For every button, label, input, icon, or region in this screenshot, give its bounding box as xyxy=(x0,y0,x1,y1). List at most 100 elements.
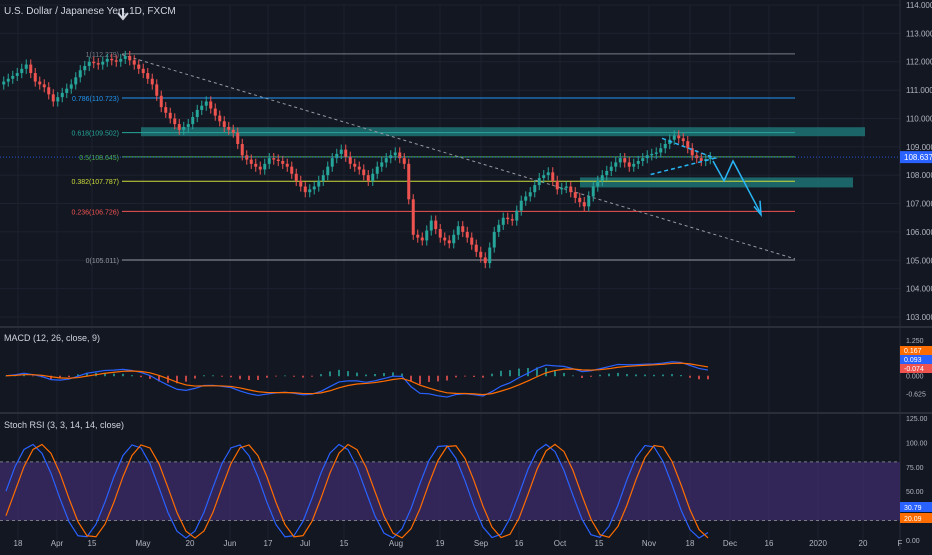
price-axis[interactable]: 114.000 113.000 112.000 111.000 110.000 109.0… xyxy=(900,1,932,322)
stoch-rsi-tick-label: 0.00 xyxy=(906,538,920,545)
macd-histogram-bar xyxy=(698,375,700,380)
macd-histogram-bar xyxy=(455,375,457,378)
candle-body xyxy=(465,231,469,238)
candle-body xyxy=(92,61,96,64)
candle-body xyxy=(492,231,496,248)
macd-histogram-bar xyxy=(644,374,646,377)
support-zone xyxy=(580,177,853,188)
macd-histogram-bar xyxy=(662,374,664,377)
macd-histogram-bar xyxy=(617,372,619,377)
macd-histogram-bar xyxy=(356,372,358,377)
candle-body xyxy=(308,189,312,193)
candle-body xyxy=(236,132,240,144)
candle-body xyxy=(627,162,631,167)
macd-histogram-bar xyxy=(320,374,322,377)
candle-body xyxy=(528,192,532,197)
candle-body xyxy=(645,155,649,159)
candle-body xyxy=(150,78,154,85)
candle-body xyxy=(416,234,420,238)
candle-body xyxy=(326,166,330,176)
candle-body xyxy=(2,81,6,85)
fib-retracement[interactable]: 1(112.279) 0.786(110.723) 0.618(109.502) 0.… xyxy=(72,52,795,265)
macd-histogram-bar xyxy=(68,375,70,377)
candle-body xyxy=(195,109,199,118)
candle-body xyxy=(330,158,334,167)
macd-histogram-bar xyxy=(428,375,430,382)
arrow-head-icon xyxy=(753,200,762,218)
candle-body xyxy=(339,149,343,154)
time-tick-label: Jul xyxy=(300,539,310,548)
time-tick-label: F xyxy=(898,539,903,548)
macd-histogram-bar xyxy=(545,367,547,377)
price-tick-label: 113.000 xyxy=(906,29,932,38)
price-tick-label: 108.000 xyxy=(906,171,932,180)
candle-body xyxy=(276,159,280,161)
macd-value-badge xyxy=(900,346,932,355)
symbol-title: U.S. Dollar / Japanese Yen, 1D, FXCM xyxy=(4,6,176,17)
macd-value-text: -0.074 xyxy=(904,366,924,373)
candle-body xyxy=(618,158,622,163)
macd-value-text: 0.167 xyxy=(904,348,922,355)
candle-body xyxy=(632,163,636,167)
candle-body xyxy=(672,135,676,140)
macd-histogram-bar xyxy=(131,375,133,377)
candle-body xyxy=(132,60,136,65)
candle-body xyxy=(240,143,244,156)
candle-body xyxy=(564,186,568,188)
candle-body xyxy=(60,92,64,98)
candle-body xyxy=(272,158,276,160)
candle-body xyxy=(623,158,627,163)
candle-body xyxy=(708,157,712,160)
macd-histogram-bar xyxy=(626,374,628,377)
candle-body xyxy=(551,172,555,181)
price-tick-label: 114.000 xyxy=(906,1,932,10)
time-tick-label: 17 xyxy=(264,539,273,548)
macd-value-text: 0.093 xyxy=(904,357,922,364)
time-tick-label: 18 xyxy=(686,539,695,548)
price-tick-label: 106.000 xyxy=(906,228,932,237)
macd-histogram-bar xyxy=(608,373,610,377)
macd-histogram-bar xyxy=(122,373,124,377)
macd-histogram-bar xyxy=(221,375,223,377)
stoch-rsi-axis[interactable]: 125.00100.0075.0050.0025.000.0030.7920.0… xyxy=(900,416,932,545)
macd-histogram-bar xyxy=(212,375,214,377)
candle-body xyxy=(609,166,613,171)
candle-body xyxy=(438,229,442,238)
candle-body xyxy=(483,257,487,264)
candle-body xyxy=(587,196,591,207)
candle-body xyxy=(461,226,465,232)
candle-body xyxy=(204,101,208,106)
macd-tick-label: -0.625 xyxy=(906,392,926,399)
stoch-rsi-k-line xyxy=(5,443,709,539)
candle-body xyxy=(20,68,24,74)
macd-histogram-bar xyxy=(572,375,574,377)
candle-body xyxy=(497,224,501,232)
projection-arrows[interactable] xyxy=(647,137,762,218)
macd-histogram-bar xyxy=(248,375,250,381)
candle-body xyxy=(591,186,595,197)
stoch-rsi-band xyxy=(0,461,900,521)
candle-body xyxy=(263,163,267,170)
candle-body xyxy=(155,84,159,96)
candle-body xyxy=(249,159,253,164)
macd-histogram-bar xyxy=(383,373,385,377)
time-tick-label: Apr xyxy=(51,539,64,548)
time-axis[interactable]: 18 Apr 15 May 20 Jun 17 Jul 15 Aug 19 Sep 16 Oct 15 Nov… xyxy=(14,539,903,548)
price-tick-label: 109.000 xyxy=(906,143,932,152)
candle-body xyxy=(443,237,447,241)
candle-body xyxy=(96,63,100,65)
candle-body xyxy=(506,217,510,220)
macd-histogram-bar xyxy=(401,373,403,377)
candle-body xyxy=(137,64,141,69)
candle-body xyxy=(650,153,654,156)
macd-histogram-bar xyxy=(266,375,268,378)
macd-histogram-bar xyxy=(239,375,241,380)
last-price-badge xyxy=(900,151,932,164)
candle-body xyxy=(582,202,586,207)
resistance-zone xyxy=(141,127,865,137)
time-tick-label: Sep xyxy=(474,539,489,548)
candle-body xyxy=(177,124,181,130)
macd-histogram-bar xyxy=(32,375,34,377)
